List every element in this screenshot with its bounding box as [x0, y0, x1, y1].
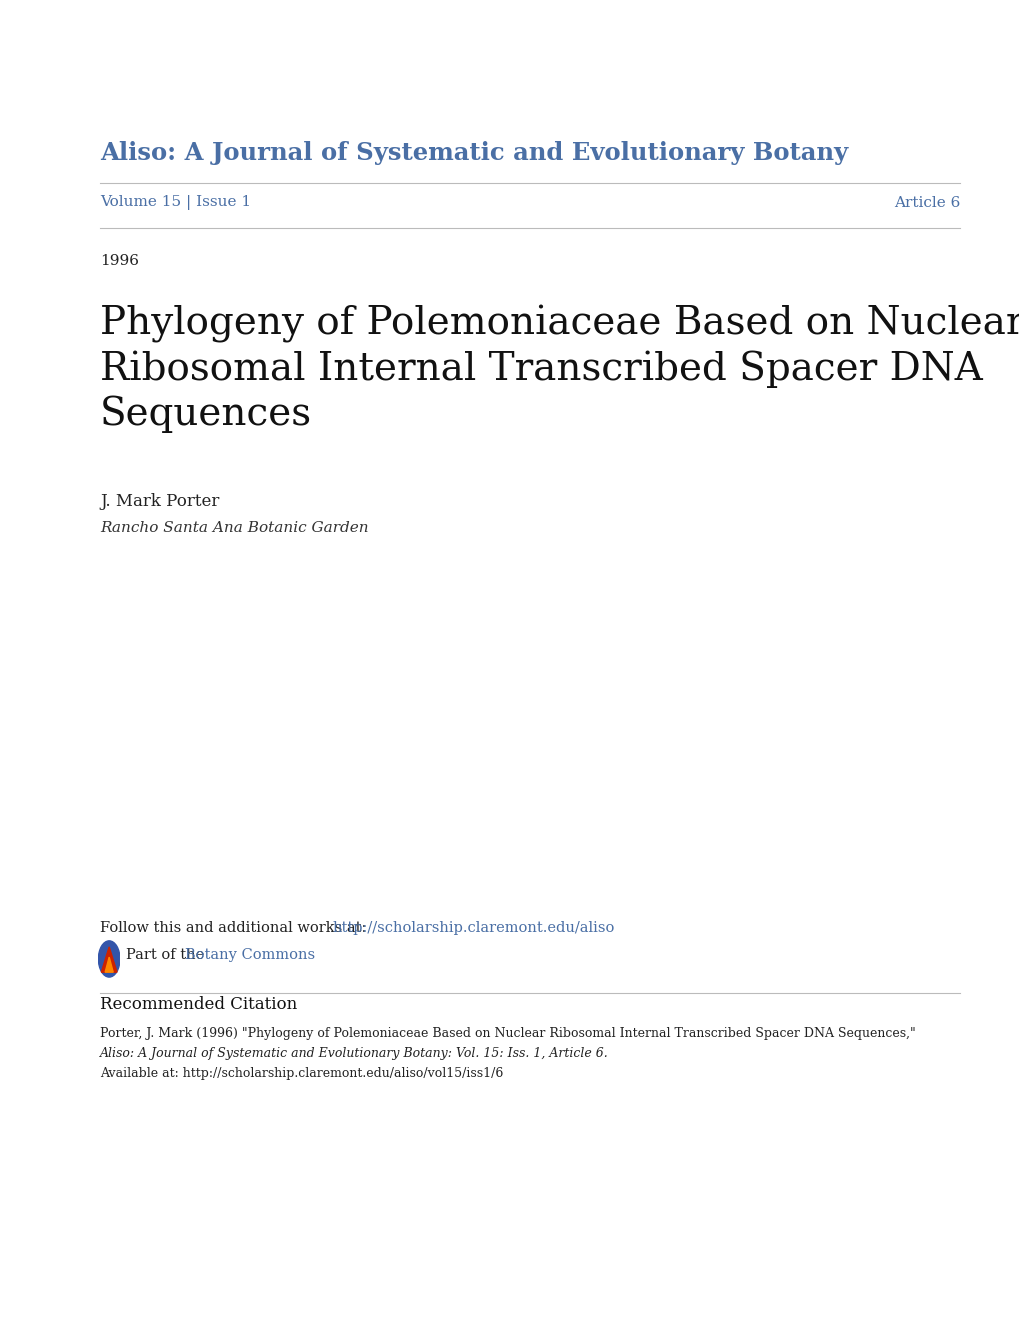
Text: Rancho Santa Ana Botanic Garden: Rancho Santa Ana Botanic Garden	[100, 521, 368, 535]
Text: J. Mark Porter: J. Mark Porter	[100, 492, 219, 510]
Text: Botany Commons: Botany Commons	[184, 948, 315, 962]
Text: Part of the: Part of the	[125, 948, 208, 962]
Text: Follow this and additional works at:: Follow this and additional works at:	[100, 921, 371, 935]
Text: Available at: http://scholarship.claremont.edu/aliso/vol15/iss1/6: Available at: http://scholarship.claremo…	[100, 1067, 503, 1080]
Text: Volume 15 | Issue 1: Volume 15 | Issue 1	[100, 195, 251, 210]
Text: Article 6: Article 6	[893, 195, 959, 210]
Circle shape	[98, 941, 120, 977]
Text: Phylogeny of Polemoniaceae Based on Nuclear: Phylogeny of Polemoniaceae Based on Nucl…	[100, 305, 1019, 343]
Text: 1996: 1996	[100, 253, 139, 268]
Polygon shape	[101, 946, 117, 972]
Polygon shape	[105, 957, 113, 972]
Text: Aliso: A Journal of Systematic and Evolutionary Botany: Aliso: A Journal of Systematic and Evolu…	[100, 141, 847, 165]
Text: http://scholarship.claremont.edu/aliso: http://scholarship.claremont.edu/aliso	[332, 921, 614, 935]
Text: Sequences: Sequences	[100, 395, 312, 433]
Text: Aliso: A Journal of Systematic and Evolutionary Botany: Vol. 15: Iss. 1, Article: Aliso: A Journal of Systematic and Evolu…	[100, 1047, 608, 1060]
Text: Recommended Citation: Recommended Citation	[100, 997, 297, 1012]
Text: Ribosomal Internal Transcribed Spacer DNA: Ribosomal Internal Transcribed Spacer DN…	[100, 350, 981, 388]
Text: Porter, J. Mark (1996) "Phylogeny of Polemoniaceae Based on Nuclear Ribosomal In: Porter, J. Mark (1996) "Phylogeny of Pol…	[100, 1027, 915, 1040]
